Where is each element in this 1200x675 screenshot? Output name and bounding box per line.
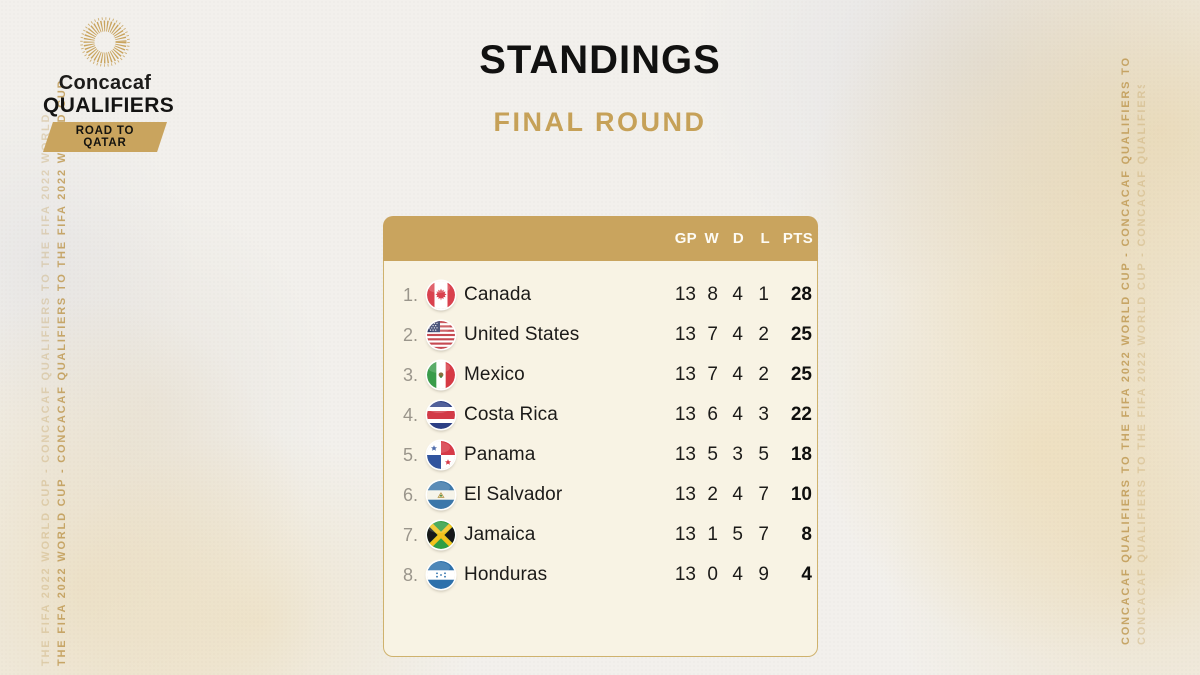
pts-value: 4 <box>801 564 812 585</box>
standings-header-row: GP W D L PTS <box>383 216 818 261</box>
pts-value: 25 <box>790 364 812 385</box>
pts-value: 28 <box>790 284 812 305</box>
table-row: 3. Mexico 13 7 4 2 25 <box>384 355 817 395</box>
d-value: 4 <box>732 324 743 345</box>
l-value: 2 <box>758 364 769 385</box>
standings-body: 1. Canada 13 8 4 1 28 <box>383 261 818 657</box>
w-value: 8 <box>707 284 718 305</box>
d-value: 4 <box>732 564 743 585</box>
standings-panel: GP W D L PTS 1. Canada <box>383 216 818 657</box>
side-text-right: CONCACAF QUALIFIERS TO THE FIFA 2022 WOR… <box>1120 55 1132 645</box>
w-value: 7 <box>707 364 718 385</box>
l-value: 9 <box>758 564 769 585</box>
flag-panama-icon <box>427 441 455 469</box>
l-value: 5 <box>758 444 769 465</box>
column-header-pts: PTS <box>782 230 813 247</box>
table-row: 6. El Salvador 13 2 4 7 <box>384 475 817 515</box>
l-value: 2 <box>758 324 769 345</box>
side-text-right-echo: CONCACAF QUALIFIERS TO THE FIFA 2022 WOR… <box>1136 85 1148 645</box>
pts-value: 25 <box>790 324 812 345</box>
d-value: 5 <box>732 524 743 545</box>
gp-value: 13 <box>674 444 696 465</box>
rank-label: 8. <box>402 564 418 585</box>
d-value: 3 <box>732 444 743 465</box>
column-header-gp: GP <box>674 230 697 247</box>
gold-sunburst-icon <box>80 17 130 67</box>
flag-jamaica-icon <box>427 521 455 549</box>
w-value: 0 <box>707 564 718 585</box>
w-value: 5 <box>707 444 718 465</box>
flag-honduras-icon <box>427 561 455 589</box>
flag-el-salvador-icon <box>427 481 455 509</box>
column-header-w: W <box>704 230 719 247</box>
rank-label: 6. <box>402 484 418 505</box>
flag-costa-rica-icon <box>427 401 455 429</box>
table-row: 7. Jamaica 13 1 5 7 8 <box>384 515 817 555</box>
table-row: 2. <box>384 315 817 355</box>
w-value: 1 <box>707 524 718 545</box>
gp-value: 13 <box>674 404 696 425</box>
side-text-left: THE FIFA 2022 WORLD CUP - CONCACAF QUALI… <box>56 78 68 666</box>
gp-value: 13 <box>674 484 696 505</box>
rank-label: 7. <box>402 524 418 545</box>
l-value: 7 <box>758 524 769 545</box>
table-row: 5. Panama 13 5 3 5 18 <box>384 435 817 475</box>
rank-label: 1. <box>402 284 418 305</box>
flag-canada-icon <box>427 281 455 309</box>
gp-value: 13 <box>674 524 696 545</box>
logo-qualifiers-text: QUALIFIERS <box>43 94 175 117</box>
pts-value: 10 <box>790 484 812 505</box>
l-value: 7 <box>758 484 769 505</box>
column-header-l: L <box>760 230 770 247</box>
page-title: STANDINGS <box>479 38 721 82</box>
l-value: 1 <box>758 284 769 305</box>
w-value: 7 <box>707 324 718 345</box>
team-name: Honduras <box>464 564 548 585</box>
d-value: 4 <box>732 404 743 425</box>
gp-value: 13 <box>674 364 696 385</box>
team-name: Canada <box>464 284 532 305</box>
table-row: 8. Honduras <box>384 555 817 595</box>
flag-united-states-icon <box>427 321 455 349</box>
concacaf-qualifiers-logo: Concacaf QUALIFIERS ROAD TO QATAR <box>43 16 175 152</box>
team-name: El Salvador <box>464 484 563 505</box>
d-value: 4 <box>732 284 743 305</box>
gp-value: 13 <box>674 284 696 305</box>
logo-brand-text: Concacaf <box>58 72 152 94</box>
team-name: Panama <box>464 444 536 465</box>
side-text-left-echo: THE FIFA 2022 WORLD CUP - CONCACAF QUALI… <box>40 110 52 666</box>
pts-value: 18 <box>790 444 812 465</box>
flag-mexico-icon <box>427 361 455 389</box>
pts-value: 8 <box>801 524 812 545</box>
column-header-d: D <box>732 230 744 247</box>
team-name: Costa Rica <box>464 404 558 425</box>
road-to-qatar-banner: ROAD TO QATAR <box>43 122 167 152</box>
team-name: United States <box>464 324 580 345</box>
d-value: 4 <box>732 364 743 385</box>
team-name: Jamaica <box>464 524 536 545</box>
team-name: Mexico <box>464 364 525 385</box>
page-subtitle: FINAL ROUND <box>493 107 707 137</box>
table-row: 4. Costa Rica 13 6 4 3 22 <box>384 395 817 435</box>
rank-label: 4. <box>402 404 418 425</box>
rank-label: 3. <box>402 364 418 385</box>
w-value: 6 <box>707 404 718 425</box>
table-row: 1. Canada 13 8 4 1 28 <box>384 275 817 315</box>
gp-value: 13 <box>674 324 696 345</box>
d-value: 4 <box>732 484 743 505</box>
rank-label: 2. <box>402 324 418 345</box>
l-value: 3 <box>758 404 769 425</box>
pts-value: 22 <box>790 404 812 425</box>
rank-label: 5. <box>402 444 418 465</box>
gp-value: 13 <box>674 564 696 585</box>
w-value: 2 <box>707 484 718 505</box>
